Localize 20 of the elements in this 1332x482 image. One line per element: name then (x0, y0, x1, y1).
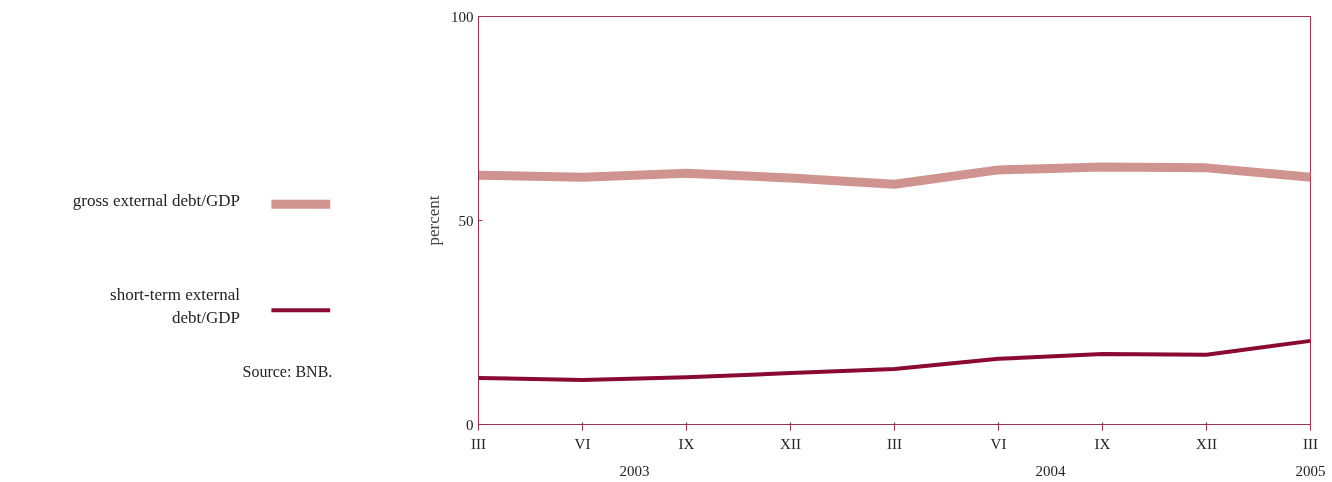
text: 2003 (619, 462, 650, 479)
text: 2005 (1295, 462, 1326, 479)
x-tick-label: XII (1196, 435, 1217, 452)
source-note: Source: BNB. (242, 362, 333, 380)
y-tick-label: 100 (451, 8, 474, 25)
y-tick-label: 0 (466, 416, 474, 433)
x-tick-label: III (1303, 435, 1319, 452)
legend-label: short-term external debt/GDP (110, 285, 241, 328)
line-series (478, 338, 1311, 383)
x-tick-label: IX (1094, 435, 1111, 452)
legend-label: gross external debt/GDP (72, 190, 240, 210)
x-tick-label: VI (990, 435, 1007, 452)
y-tick-label: 50 (458, 212, 474, 229)
x-tick-label: III (887, 435, 903, 452)
text: 2004 (1035, 462, 1066, 479)
x-tick-label: XII (780, 435, 801, 452)
x-tick-label: VI (574, 435, 591, 452)
y-axis-title: percent (424, 195, 443, 246)
x-tick-label: III (471, 435, 487, 452)
x-tick-label: IX (678, 435, 695, 452)
